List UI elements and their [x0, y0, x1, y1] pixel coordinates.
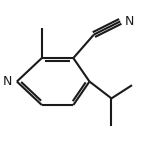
Text: N: N [125, 15, 134, 28]
Text: N: N [2, 75, 12, 88]
